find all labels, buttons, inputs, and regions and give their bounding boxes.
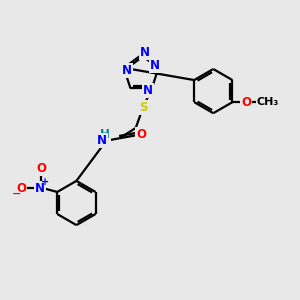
- Text: N: N: [97, 134, 107, 147]
- Text: N: N: [143, 84, 153, 97]
- Text: N: N: [34, 182, 45, 195]
- Text: O: O: [36, 162, 46, 175]
- Text: +: +: [40, 177, 49, 187]
- Text: N: N: [122, 64, 132, 77]
- Text: O: O: [16, 182, 26, 195]
- Text: H: H: [100, 128, 110, 141]
- Text: S: S: [139, 101, 147, 114]
- Text: CH₃: CH₃: [256, 97, 279, 107]
- Text: N: N: [150, 59, 160, 72]
- Text: O: O: [241, 96, 251, 109]
- Text: −: −: [12, 189, 22, 199]
- Text: O: O: [136, 128, 146, 141]
- Text: N: N: [140, 46, 150, 59]
